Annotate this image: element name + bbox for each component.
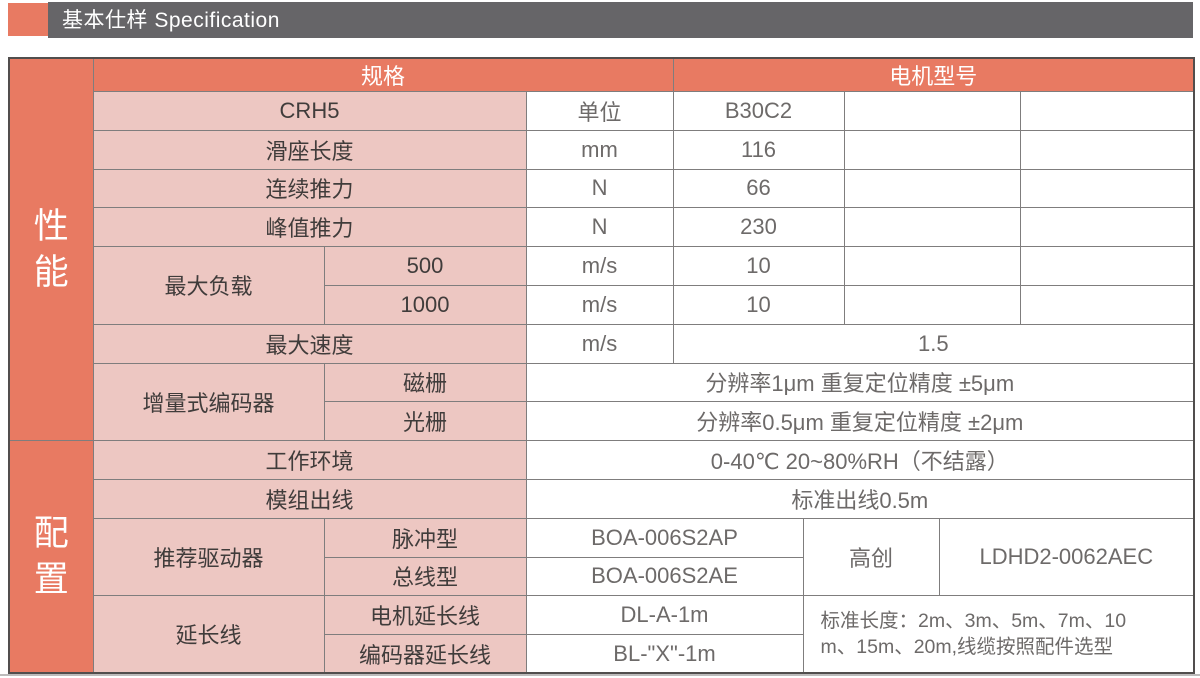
value-cell-empty (1019, 168, 1195, 209)
merged-value-cell: 分辨率1μm 重复定位精度 ±5μm (525, 362, 1195, 403)
row-label: 延长线 (92, 595, 325, 674)
value-cell-empty (1019, 246, 1195, 286)
row-label: 推荐驱动器 (92, 517, 325, 597)
cable-length-note-line1: 标准长度：2m、3m、5m、7m、10 (820, 610, 1127, 633)
row-label: 工作环境 (92, 440, 527, 480)
value-cell: 10 (672, 246, 845, 286)
section-strip-performance: 性能 (8, 57, 94, 442)
value-cell-empty (1019, 207, 1195, 248)
row-label: 连续推力 (92, 168, 527, 209)
row-sublabel: 编码器延长线 (323, 634, 527, 674)
value-cell: BOA-006S2AE (525, 556, 804, 597)
row-label: CRH5 (92, 91, 527, 131)
value-cell-empty (843, 91, 1021, 131)
value-cell: 116 (672, 129, 845, 170)
value-cell-empty (843, 284, 1021, 325)
value-cell: B30C2 (672, 91, 845, 131)
title-accent-square (8, 3, 48, 36)
row-label: 最大速度 (92, 323, 527, 364)
row-label: 增量式编码器 (92, 362, 325, 442)
unit-cell: 单位 (525, 91, 674, 131)
driver-model-cell: LDHD2-0062AEC (938, 517, 1195, 597)
row-label: 峰值推力 (92, 207, 527, 248)
section-label-config: 配置 (33, 513, 69, 599)
merged-value-cell: 标准出线0.5m (525, 478, 1195, 519)
value-cell-empty (1019, 129, 1195, 170)
merged-value-cell: 1.5 (672, 323, 1195, 364)
value-cell-empty (1019, 284, 1195, 325)
value-cell: BOA-006S2AP (525, 517, 804, 558)
unit-cell: mm (525, 129, 674, 170)
value-cell: BL-"X"-1m (525, 634, 804, 674)
value-cell: 10 (672, 284, 845, 325)
row-sublabel: 500 (323, 246, 527, 286)
row-sublabel: 电机延长线 (323, 595, 527, 636)
motor-model-header-cell: 电机型号 (672, 57, 1195, 92)
unit-cell: m/s (525, 246, 674, 286)
merged-value-cell: 分辨率0.5μm 重复定位精度 ±2μm (525, 401, 1195, 442)
cable-length-note-line2: m、15m、20m,线缆按照配件选型 (820, 636, 1114, 659)
section-strip-config: 配置 (8, 440, 94, 674)
spec-header-cell: 规格 (92, 57, 674, 92)
row-label: 滑座长度 (92, 129, 527, 170)
unit-cell: N (525, 207, 674, 248)
specification-table: 性能 规格 电机型号 CRH5 单位 B30C2 滑座长度 mm 116 连续推… (8, 57, 1196, 675)
cable-length-note-cell: 标准长度：2m、3m、5m、7m、10 m、15m、20m,线缆按照配件选型 (802, 595, 1195, 674)
row-sublabel: 总线型 (323, 556, 527, 597)
value-cell-empty (843, 168, 1021, 209)
value-cell: 66 (672, 168, 845, 209)
merged-value-cell: 0-40℃ 20~80%RH（不结露） (525, 440, 1195, 480)
value-cell-empty (843, 246, 1021, 286)
unit-cell: m/s (525, 323, 674, 364)
unit-cell: N (525, 168, 674, 209)
value-cell-empty (843, 129, 1021, 170)
row-sublabel: 磁栅 (323, 362, 527, 403)
row-sublabel: 脉冲型 (323, 517, 527, 558)
driver-brand-cell: 高创 (802, 517, 940, 597)
value-cell-empty (843, 207, 1021, 248)
page-bottom-divider (0, 674, 1200, 676)
row-label: 模组出线 (92, 478, 527, 519)
value-cell: 230 (672, 207, 845, 248)
row-label: 最大负载 (92, 246, 325, 325)
page-title: 基本仕样 Specification (48, 2, 1193, 38)
value-cell: DL-A-1m (525, 595, 804, 636)
value-cell-empty (1019, 91, 1195, 131)
unit-cell: m/s (525, 284, 674, 325)
section-label-performance: 性能 (33, 206, 69, 292)
row-sublabel: 1000 (323, 284, 527, 325)
row-sublabel: 光栅 (323, 401, 527, 442)
